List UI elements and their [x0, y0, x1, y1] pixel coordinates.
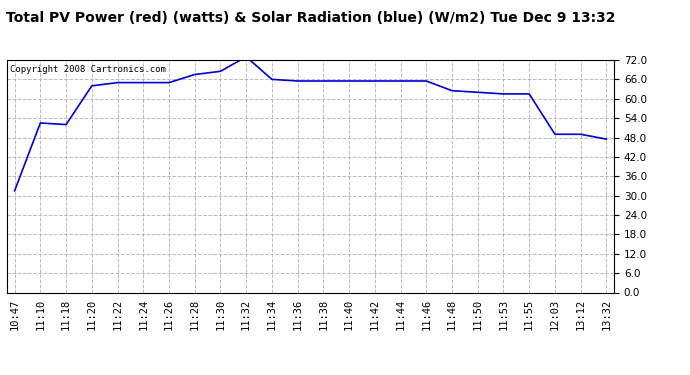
Text: Copyright 2008 Cartronics.com: Copyright 2008 Cartronics.com — [10, 64, 166, 74]
Text: Total PV Power (red) (watts) & Solar Radiation (blue) (W/m2) Tue Dec 9 13:32: Total PV Power (red) (watts) & Solar Rad… — [6, 11, 615, 25]
